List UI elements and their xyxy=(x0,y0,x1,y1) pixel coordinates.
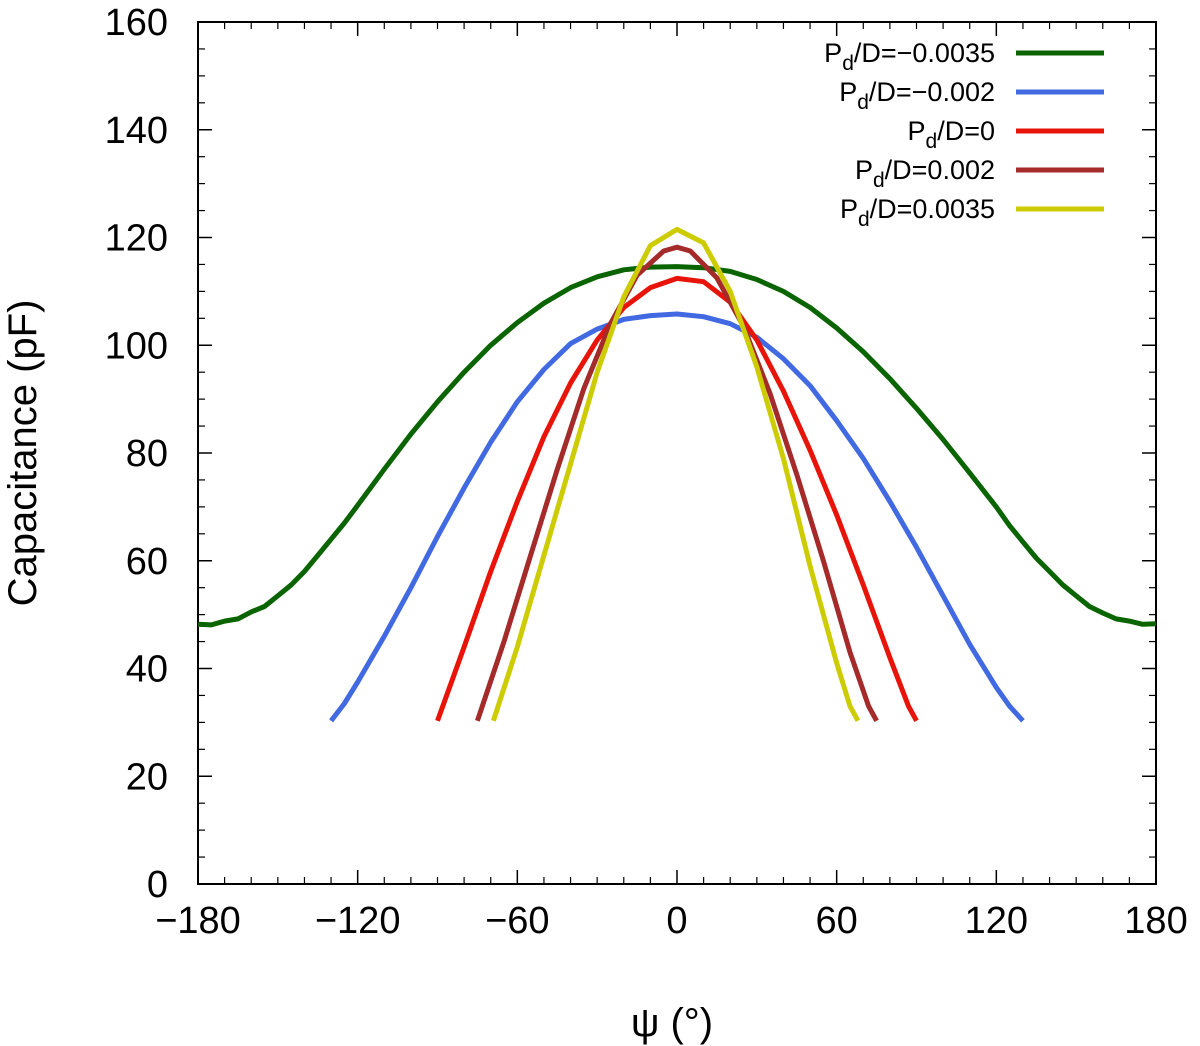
series-line xyxy=(197,264,1157,628)
legend-entry: Pd/D=−0.002 xyxy=(839,77,1104,114)
legend: Pd/D=−0.0035Pd/D=−0.002Pd/D=0Pd/D=0.002P… xyxy=(824,38,1104,231)
series-line xyxy=(329,311,1025,723)
axis-tick-labels: −180 −120 −60 0 60 120 180 0 20 40 60 80 100 120 140 16… xyxy=(105,2,1188,942)
legend-label: Pd/D=−0.002 xyxy=(839,77,995,114)
x-tick-label: −180 xyxy=(155,900,241,942)
x-tick-label: 120 xyxy=(965,900,1028,942)
y-tick-label: 40 xyxy=(126,649,168,691)
y-tick-label: 60 xyxy=(126,541,168,583)
y-tick-label: 140 xyxy=(105,110,168,152)
series-line xyxy=(491,226,861,723)
series-lines xyxy=(197,226,1157,723)
series-line xyxy=(475,244,879,723)
y-tick-label: 80 xyxy=(126,433,168,475)
x-tick-label: 180 xyxy=(1124,900,1187,942)
x-tick-label: −120 xyxy=(315,900,401,942)
x-tick-label: 60 xyxy=(816,900,858,942)
series-line xyxy=(435,275,919,723)
y-tick-label: 100 xyxy=(105,325,168,367)
plot-frame xyxy=(197,21,1157,885)
axis-ticks xyxy=(197,21,1157,885)
legend-entry: Pd/D=0.0035 xyxy=(840,194,1104,231)
legend-label: Pd/D=0 xyxy=(908,116,996,153)
y-tick-label: 120 xyxy=(105,218,168,260)
legend-entry: Pd/D=0.002 xyxy=(855,155,1104,192)
y-tick-label: 0 xyxy=(147,864,168,906)
x-tick-label: 0 xyxy=(666,900,687,942)
legend-entry: Pd/D=0 xyxy=(908,116,1104,153)
y-axis-label: Capacitance (pF) xyxy=(1,300,45,607)
legend-label: Pd/D=−0.0035 xyxy=(824,38,995,75)
legend-entry: Pd/D=−0.0035 xyxy=(824,38,1104,75)
y-tick-label: 20 xyxy=(126,756,168,798)
y-tick-label: 160 xyxy=(105,2,168,44)
x-tick-label: −60 xyxy=(485,900,549,942)
legend-label: Pd/D=0.0035 xyxy=(840,194,995,231)
x-axis-label: ψ (°) xyxy=(631,1001,713,1045)
legend-label: Pd/D=0.002 xyxy=(855,155,995,192)
